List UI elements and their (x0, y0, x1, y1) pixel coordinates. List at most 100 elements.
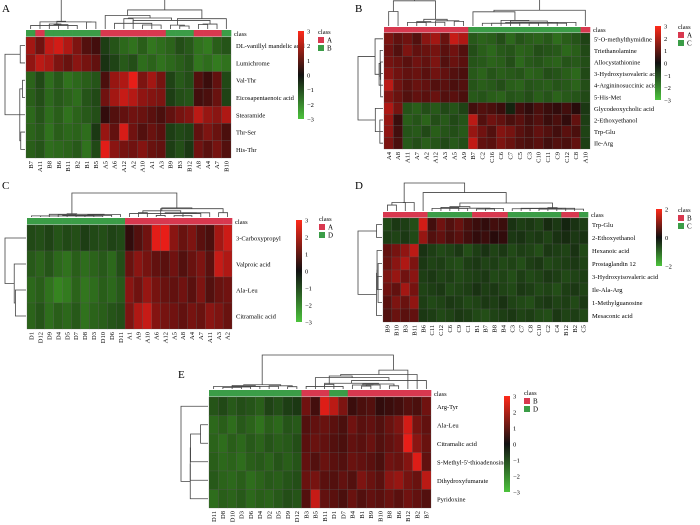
heatmap-cell (409, 282, 419, 297)
heatmap-cell (63, 54, 73, 72)
heatmap-cell (449, 137, 460, 150)
column-label: C16 (489, 151, 496, 163)
heatmap-cell (468, 56, 478, 68)
heatmap-cell (507, 269, 517, 284)
heatmap-cell (383, 114, 394, 126)
heatmap-cell (498, 308, 508, 323)
column-label: B9 (368, 511, 375, 519)
class-bar-cell (142, 218, 153, 225)
heatmap-cell (516, 256, 526, 271)
heatmap-cell (507, 282, 517, 297)
heatmap-cell (418, 269, 428, 284)
column-label: A4 (205, 160, 212, 169)
heatmap-cell (133, 224, 143, 252)
column-label: D11 (118, 332, 125, 343)
heatmap-cell (25, 71, 36, 89)
colorbar-tick-label: 3 (305, 218, 308, 225)
heatmap-cell (81, 71, 92, 89)
heatmap-cell (498, 282, 508, 297)
row-dendrogram-branch (14, 289, 26, 317)
heatmap-cell (128, 54, 138, 72)
class-row-label: class (234, 31, 247, 38)
column-dendrogram-branch (287, 386, 298, 389)
heatmap-cell (63, 71, 73, 89)
heatmap-cell (128, 106, 138, 124)
heatmap-cell (301, 433, 311, 453)
row-dendrogram-branch (379, 50, 383, 77)
class-bar-cell (137, 30, 148, 37)
class-bar-cell (487, 27, 497, 33)
colorbar-tick-label: 0 (307, 73, 310, 80)
heatmap-cell (580, 44, 591, 57)
row-dendrogram-branch (376, 272, 382, 316)
class-bar-cell (357, 390, 367, 397)
heatmap-cell (196, 224, 206, 252)
row-label: 4-Argininosuccinic acid (594, 83, 657, 90)
class-bar-cell (496, 27, 507, 33)
column-dendrogram-branch (403, 182, 466, 203)
row-label: 5'-O-methylthymidine (594, 36, 652, 43)
class-bar-cell (445, 212, 455, 218)
class-bar-cell (196, 218, 206, 225)
heatmap-cell (486, 56, 497, 68)
column-label: A5 (171, 332, 178, 340)
heatmap-cell (505, 56, 516, 68)
heatmap-cell (421, 56, 431, 68)
column-label: A11 (207, 332, 214, 343)
heatmap-cell (436, 308, 446, 323)
heatmap-cell (227, 452, 237, 472)
heatmap-cell (338, 433, 348, 453)
class-bar-cell (515, 27, 525, 33)
heatmap-cell (578, 256, 589, 271)
heatmap-cell (454, 230, 464, 245)
heatmap-cell (218, 470, 228, 490)
heatmap-cell (552, 230, 562, 245)
heatmap-cell (578, 308, 589, 323)
heatmap-cell (561, 67, 572, 80)
class-bar-cell (62, 218, 72, 225)
heatmap-cell (561, 90, 572, 103)
heatmap-cell (477, 114, 488, 126)
heatmap-cell (366, 470, 376, 490)
row-dendrogram-branch (4, 53, 21, 116)
heatmap-cell (133, 276, 143, 304)
heatmap-cell (552, 256, 562, 271)
row-dendrogram-branch (377, 276, 382, 303)
heatmap-cell (44, 250, 54, 278)
column-dendrogram-branch (538, 208, 584, 211)
panel-label-c: C (2, 180, 9, 192)
column-label: C8 (573, 152, 580, 160)
legend-label-a: A (687, 32, 692, 40)
heatmap-cell (458, 102, 469, 115)
heatmap-cell (221, 140, 232, 159)
heatmap-cell (514, 102, 525, 115)
class-row-label: class (235, 219, 248, 226)
class-bar-cell (454, 212, 464, 218)
heatmap-cell (486, 79, 497, 92)
heatmap-cell (421, 470, 432, 490)
heatmap-cell (212, 106, 222, 124)
heatmap-cell (472, 282, 482, 297)
colorbar-tick-label: 3 (307, 29, 310, 36)
heatmap-cell (421, 44, 431, 57)
heatmap-cell (282, 470, 293, 490)
heatmap-cell (202, 140, 213, 159)
heatmap-cell (384, 489, 395, 509)
column-label: B3 (402, 325, 409, 333)
column-label: C7 (518, 324, 525, 332)
heatmap-cell (273, 415, 284, 435)
class-bar-cell (463, 212, 473, 218)
column-label: A8 (196, 161, 203, 169)
heatmap-cell (142, 276, 152, 304)
heatmap-cell (463, 217, 473, 232)
column-dendrogram-branch (127, 9, 203, 19)
row-dendrogram-branch (380, 61, 383, 98)
heatmap-cell (514, 56, 525, 68)
heatmap-cell (543, 44, 553, 57)
heatmap-cell (440, 79, 450, 92)
heatmap-cell (402, 79, 413, 92)
column-label: A10 (583, 152, 590, 163)
heatmap-cell (169, 250, 179, 278)
heatmap-cell (382, 230, 393, 245)
heatmap-cell (319, 396, 330, 416)
